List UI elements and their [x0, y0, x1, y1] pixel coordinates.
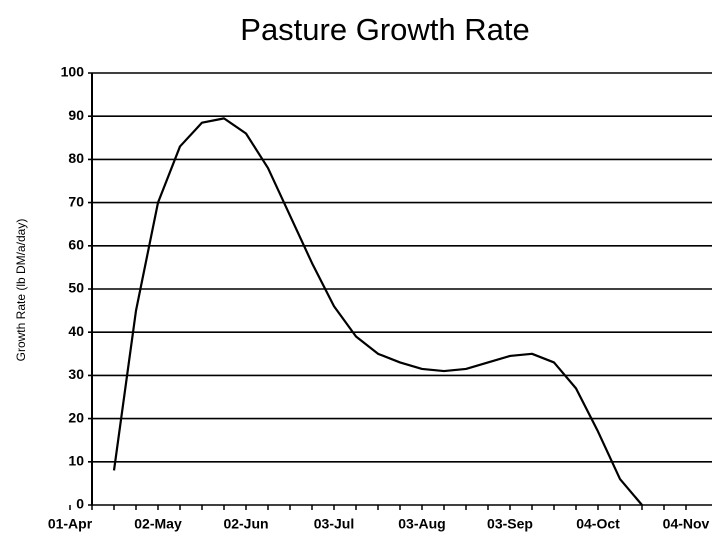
y-tick-label: 60 — [68, 237, 84, 253]
y-tick-label: 30 — [68, 366, 84, 382]
y-tick-label: 20 — [68, 409, 84, 425]
y-tick-label: 70 — [68, 193, 84, 209]
x-tick-label: 01-Apr — [48, 516, 93, 532]
y-tick-label: 90 — [68, 107, 84, 123]
y-tick-label: 100 — [61, 64, 85, 80]
x-tick-label: 03-Sep — [487, 516, 533, 532]
y-tick-label: 50 — [68, 280, 84, 296]
y-tick-label: 80 — [68, 150, 84, 166]
x-tick-label: 02-May — [134, 516, 182, 532]
chart-title: Pasture Growth Rate — [240, 12, 529, 47]
x-tick-label: 03-Jul — [314, 516, 354, 532]
line-series — [112, 117, 643, 506]
y-tick-label: 0 — [76, 496, 84, 512]
x-tick-label: 02-Jun — [223, 516, 268, 532]
x-tick-label: 03-Aug — [398, 516, 445, 532]
x-tick-label: 04-Nov — [663, 516, 710, 532]
y-tick-label: 10 — [68, 453, 84, 469]
x-tick-label: 04-Oct — [576, 516, 620, 532]
y-tick-label: 40 — [68, 323, 84, 339]
y-axis-label: Growth Rate (lb DM/a/day) — [14, 219, 28, 362]
